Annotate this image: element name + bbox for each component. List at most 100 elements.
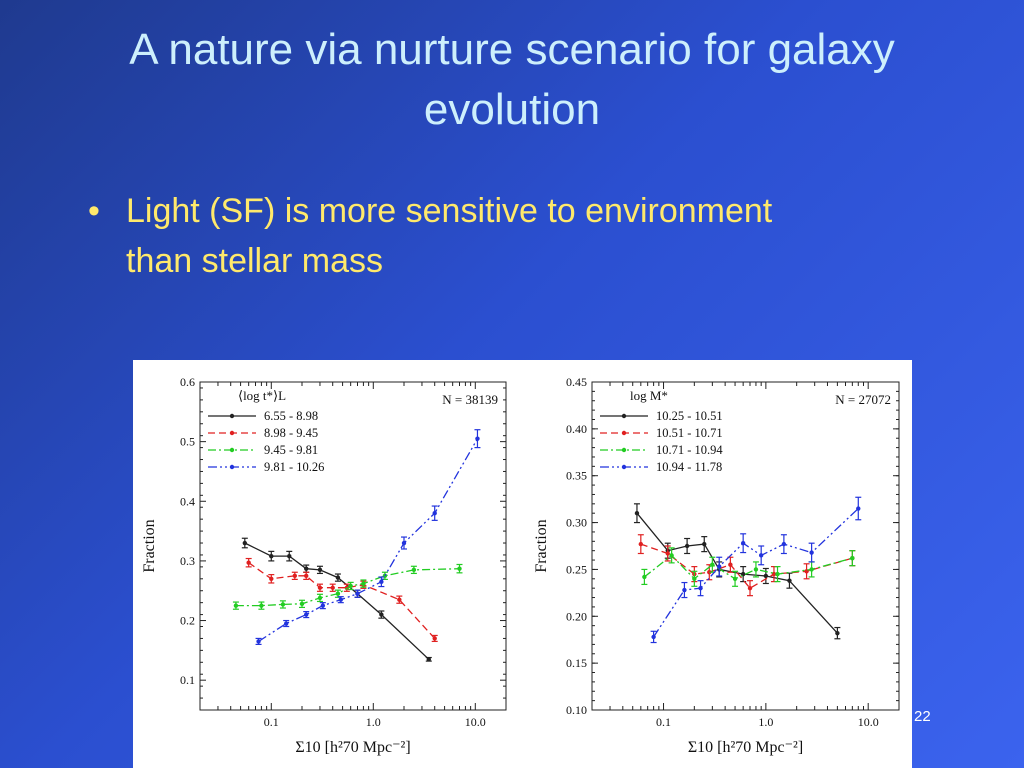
chart1-legend-entry: 6.55 - 8.98 [264, 409, 318, 423]
chart2-legend-marker [621, 413, 627, 419]
chart1-ytick-label: 0.2 [180, 614, 195, 628]
chart1-xtick-label: 10.0 [465, 715, 486, 729]
chart2-series-line [643, 554, 853, 580]
chart2-legend-marker [621, 464, 627, 470]
chart1-data-point [401, 540, 407, 546]
charts-svg: 0.1 0.2 0.3 0.4 0.5 0.6 0.1 1.0 10.0 Σ10 [h²70 Mp… [141, 375, 900, 756]
chart1-legend-entry: 8.98 - 9.45 [264, 426, 318, 440]
chart2-data-point [669, 553, 674, 558]
chart2-data-point [747, 585, 753, 591]
chart2-data-point [707, 570, 712, 575]
chart1-data-point [335, 591, 341, 596]
chart1-data-point [317, 585, 323, 590]
chart1-plot-frame [199, 381, 507, 711]
chart2-data-point [638, 541, 644, 547]
chart2-data-point [771, 571, 777, 577]
chart2-series-line [640, 543, 853, 590]
chart2-legend-entry: 10.71 - 10.94 [656, 443, 723, 457]
chart2-ytick-label: 0.45 [566, 375, 587, 389]
chart2-data-point [682, 587, 687, 593]
chart2-data-point [651, 634, 656, 640]
chart2-data-point [763, 573, 769, 579]
chart1-data-point [379, 579, 384, 584]
chart1-data-point [426, 657, 431, 662]
chart1-data-point [304, 573, 309, 579]
chart1-xtick-label: 1.0 [366, 715, 381, 729]
chart2-ytick-label: 0.30 [566, 516, 587, 530]
chart2-ytick-label: 0.25 [566, 562, 587, 576]
chart1-ytick-label: 0.4 [180, 494, 195, 508]
chart1-legend-marker [229, 430, 235, 436]
chart2-ytick-label: 0.10 [566, 703, 587, 717]
chart1-data-point [320, 603, 326, 608]
page-number: 22 [914, 708, 931, 725]
chart2-data-point [740, 540, 746, 546]
chart2-data-point [787, 578, 792, 583]
chart2-ytick-label: 0.20 [566, 609, 587, 623]
chart1-data-point [304, 566, 309, 571]
chart1-ytick-label: 0.6 [180, 375, 195, 389]
chart1-data-point [246, 560, 251, 565]
chart1-legend-marker [229, 413, 235, 419]
chart2-data-point [717, 564, 722, 569]
chart2-legend-marker [621, 430, 627, 436]
chart2-annotation: N = 27072 [835, 392, 891, 407]
chart1-legend-title: ⟨log t*⟩L [238, 388, 286, 403]
chart1-xtick-label: 0.1 [264, 715, 279, 729]
chart1-xlabel: Σ10 [h²70 Mpc⁻²] [295, 739, 410, 756]
figure-panel: 0.1 0.2 0.3 0.4 0.5 0.6 0.1 1.0 10.0 Σ10 [h²70 Mp… [133, 360, 912, 768]
chart1-data-point [411, 567, 417, 573]
chart1-data-point [280, 602, 286, 607]
chart2-legend-marker [621, 447, 627, 453]
chart1-series-line [248, 562, 436, 639]
slide-title: A nature via nurture scenario for galaxy… [129, 25, 895, 134]
chart1-data-point [269, 576, 274, 581]
chart1-legend-marker [229, 464, 235, 470]
chart1-legend-entry: 9.45 - 9.81 [264, 443, 318, 457]
chart2-data-point [634, 511, 640, 516]
chart1-annotation: N = 38139 [442, 392, 498, 407]
chart2-data-point [753, 567, 759, 572]
chart2-ytick-label: 0.35 [566, 469, 587, 483]
chart2-data-point [809, 567, 814, 572]
chart2-data-point [809, 550, 814, 555]
chart2-xtick-label: 1.0 [758, 715, 773, 729]
chart1-data-point [242, 540, 248, 546]
chart2-data-point [758, 553, 764, 558]
bullet-text: Light (SF) is more sensitive to environm… [126, 192, 773, 280]
chart2-data-point [775, 571, 780, 577]
chart1-data-point [475, 436, 480, 441]
chart1-ylabel: Fraction [141, 519, 158, 572]
chart2-ytick-label: 0.40 [566, 422, 587, 436]
chart1-data-point [259, 603, 264, 608]
chart1-data-point [317, 595, 323, 601]
chart2-legend-entry: 10.51 - 10.71 [656, 426, 723, 440]
chart2-data-point [665, 551, 670, 556]
chart1-legend-marker [229, 447, 235, 453]
chart2-legend-entry: 10.94 - 11.78 [656, 460, 722, 474]
chart1-data-point [304, 612, 309, 617]
chart1-data-point [256, 639, 261, 644]
chart1-data-point [269, 553, 274, 559]
chart2-ylabel: Fraction [533, 519, 550, 572]
bullet-marker: • [88, 192, 100, 230]
chart2-data-point [856, 506, 861, 511]
chart1-ytick-label: 0.1 [180, 673, 195, 687]
chart1-data-point [335, 575, 341, 580]
chart1-data-point [397, 597, 402, 602]
chart2-data-point [732, 576, 738, 581]
chart2-xtick-label: 0.1 [656, 715, 671, 729]
chart1-data-point [361, 581, 366, 586]
chart2-legend-entry: 10.25 - 10.51 [656, 409, 723, 423]
chart1-data-point [330, 585, 335, 590]
chart1-data-point [284, 621, 289, 626]
chart2-data-point [835, 630, 840, 636]
chart1-data-point [299, 601, 305, 607]
chart1-ytick-label: 0.3 [180, 554, 195, 568]
chart2-data-point [710, 562, 715, 567]
chart2-ytick-label: 0.15 [566, 656, 587, 670]
chart1-data-point [338, 597, 343, 602]
chart1-data-point [355, 591, 360, 596]
chart1-data-point [379, 612, 384, 617]
chart1-data-point [292, 573, 298, 579]
